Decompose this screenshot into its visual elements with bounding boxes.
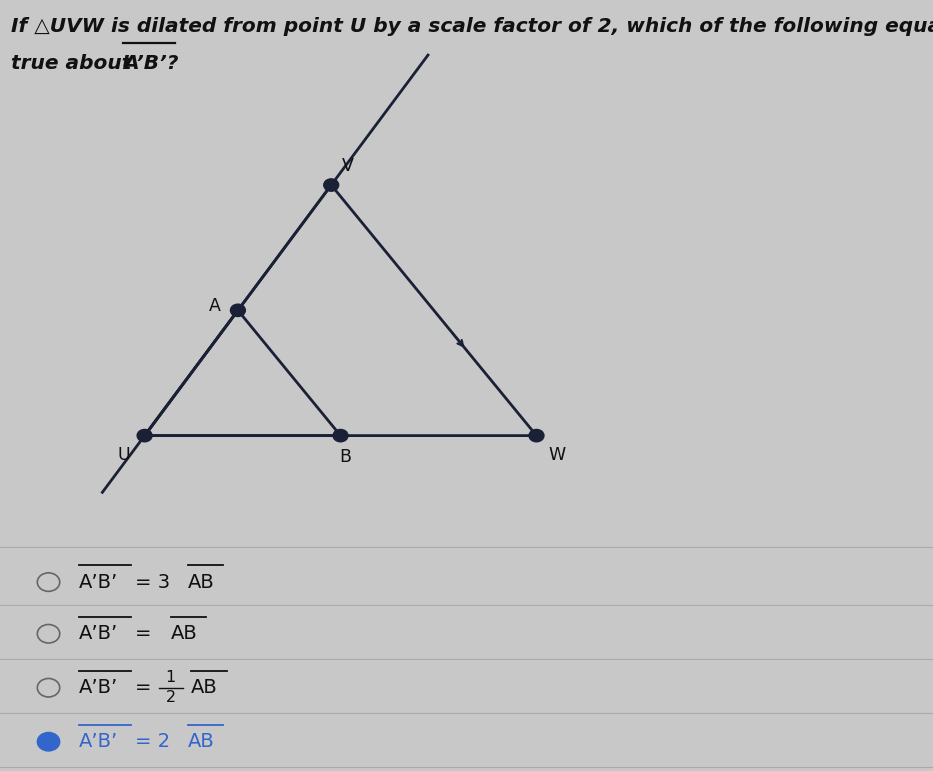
- Circle shape: [324, 179, 339, 191]
- Text: A’B’?: A’B’?: [123, 54, 178, 72]
- Text: A’B’: A’B’: [79, 573, 118, 591]
- Text: A’B’: A’B’: [79, 625, 118, 643]
- Text: U: U: [118, 446, 131, 464]
- Circle shape: [137, 429, 152, 442]
- Text: A’B’: A’B’: [79, 732, 118, 751]
- Text: =: =: [135, 678, 152, 697]
- Text: 2: 2: [166, 690, 175, 705]
- Text: AB: AB: [188, 573, 215, 591]
- Text: B: B: [340, 448, 351, 466]
- Circle shape: [529, 429, 544, 442]
- Text: =: =: [135, 625, 158, 643]
- Text: AB: AB: [191, 678, 218, 697]
- Text: true about: true about: [11, 54, 139, 72]
- Circle shape: [230, 304, 245, 316]
- Text: A’B’: A’B’: [79, 678, 118, 697]
- Text: 1: 1: [166, 670, 175, 685]
- Text: = 3: = 3: [135, 573, 171, 591]
- Text: AB: AB: [171, 625, 198, 643]
- Text: = 2: = 2: [135, 732, 171, 751]
- Text: AB: AB: [188, 732, 215, 751]
- Circle shape: [333, 429, 348, 442]
- Text: V: V: [342, 157, 354, 175]
- Circle shape: [37, 732, 60, 751]
- Text: A: A: [209, 298, 220, 315]
- Text: W: W: [549, 446, 565, 464]
- Text: If △UVW is dilated from point U by a scale factor of 2, which of the following e: If △UVW is dilated from point U by a sca…: [11, 18, 933, 36]
